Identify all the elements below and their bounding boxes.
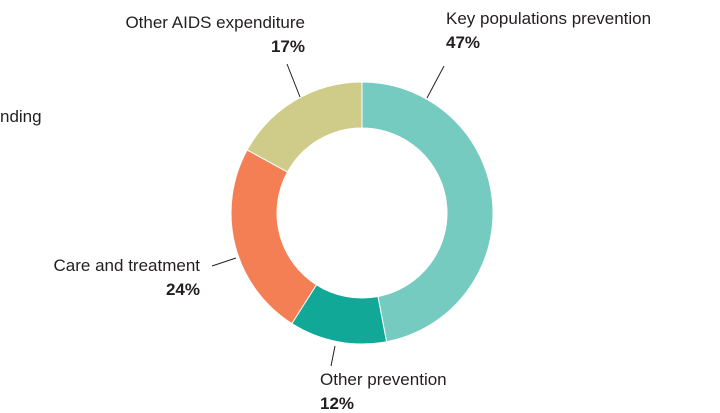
leader-line-other-prevention xyxy=(330,345,336,367)
slice-value-other-prevention: 12% xyxy=(320,394,354,413)
slice-label-key-populations: Key populations prevention xyxy=(446,9,651,28)
slice-value-key-populations: 47% xyxy=(446,33,480,52)
slice-value-other-aids: 17% xyxy=(271,37,305,56)
donut-slice-care-and-treatment xyxy=(230,149,318,325)
donut-slice-other-aids-expenditure xyxy=(246,81,363,173)
slice-label-other-prevention: Other prevention xyxy=(320,370,447,389)
leader-line-key-populations xyxy=(426,65,445,99)
slice-label-care-treatment: Care and treatment xyxy=(54,256,201,275)
slice-value-care-treatment: 24% xyxy=(166,280,200,299)
leader-lines xyxy=(211,63,445,367)
donut-slice-key-populations-prevention xyxy=(361,81,494,343)
leader-line-other-aids xyxy=(286,63,301,98)
slice-label-other-aids: Other AIDS expenditure xyxy=(125,13,305,32)
leader-line-care-treatment xyxy=(211,257,237,267)
slice-labels: Key populations prevention 47% Other pre… xyxy=(0,9,651,413)
donut-slices xyxy=(230,81,494,345)
cropped-label-fragment: nding xyxy=(0,107,42,126)
